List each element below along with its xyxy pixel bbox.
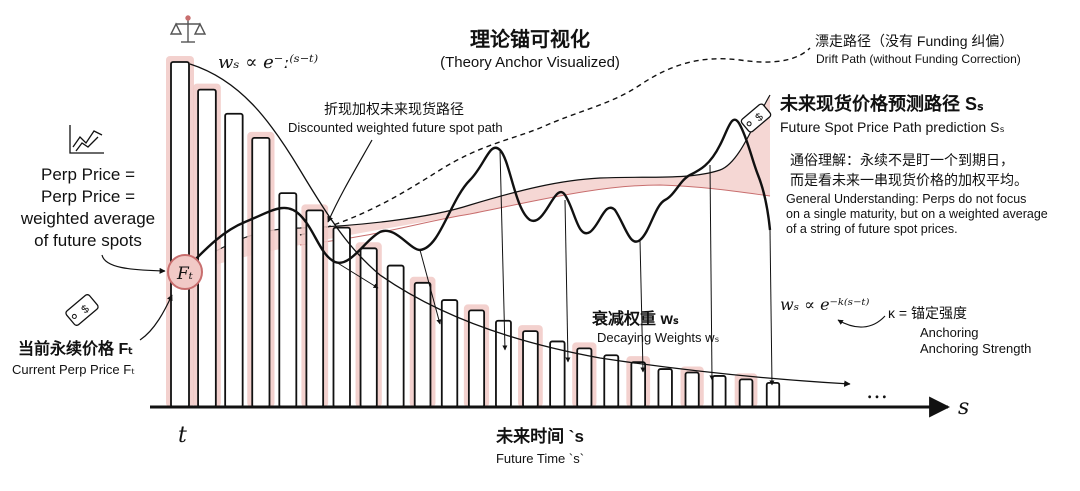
general-zh-2: 而是看未来一串现货价格的加权平均。 [790, 172, 1028, 188]
future-path-band [185, 95, 770, 275]
current-price-node-label: Fₜ [176, 264, 194, 284]
discounted-label-zh: 折现加权未来现货路径 [324, 101, 464, 117]
weight-bar [549, 340, 566, 408]
axis-t-label: t [178, 423, 187, 448]
top-weight-formula: wₛ ∝ e⁻ː⁽ˢ⁻ᵗ⁾ [218, 52, 318, 73]
future-path-label-en: Future Spot Price Path prediction Sₛ [780, 119, 1005, 135]
general-en-2: on a single maturity, but on a weighted … [786, 207, 1048, 221]
weight-bar [278, 192, 298, 408]
weight-bar [684, 371, 700, 408]
drift-path [299, 47, 811, 236]
axis-s-label: s [958, 395, 969, 420]
current-price-pointer [139, 294, 173, 341]
perp-def-1: Perp Price = [41, 165, 135, 184]
weight-bar [305, 209, 325, 408]
decaying-weights-zh: 衰减权重 wₛ [591, 309, 679, 328]
weight-bars [166, 56, 781, 408]
weight-bar [251, 136, 271, 408]
kappa-en-2: Anchoring Strength [920, 341, 1031, 356]
future-spot-path-lower [299, 184, 771, 246]
discounted-pointer [327, 139, 373, 223]
title-zh: 理论锚可视化 [470, 27, 590, 51]
weight-bar [765, 381, 781, 408]
decaying-weights-en: Decaying Weights wₛ [597, 330, 720, 345]
perp-def-4: of future spots [34, 231, 142, 250]
current-price-node [167, 254, 203, 290]
weight-bar [224, 112, 244, 408]
decay-curve [189, 63, 851, 387]
drift-label-zh: 漂走路径（没有 Funding 纠偏） [815, 33, 1013, 49]
decay-weight-formula: wₛ ∝ e⁻ᵏ⁽ˢ⁻ᵗ⁾ [780, 295, 870, 314]
weight-bar [386, 264, 405, 408]
weight-bar [711, 375, 727, 408]
perp-def-pointer [101, 254, 166, 274]
kappa-definition: κ = 锚定强度 [888, 305, 967, 321]
general-zh-1: 通俗理解：永续不是盯一个到期日， [790, 152, 1014, 168]
drift-label-en: Drift Path (without Funding Correction) [816, 52, 1021, 66]
current-price-zh: 当前永续价格 Fₜ [18, 339, 133, 358]
weight-bar [738, 378, 754, 408]
discounted-label-en: Discounted weighted future spot path [288, 120, 503, 135]
weight-bar [657, 368, 673, 408]
perp-def-3: weighted average [20, 209, 155, 228]
weight-bar [603, 354, 620, 408]
current-price-en: Current Perp Price Fₜ [12, 362, 135, 377]
bold-price-path [184, 118, 772, 271]
kappa-pointer [837, 315, 886, 328]
future-path-label-zh: 未来现货价格预测路径 Sₛ [780, 93, 984, 114]
axis-title-zh: 未来时间 `s [495, 426, 584, 446]
price-tag-icon: $ [740, 103, 772, 133]
general-en-1: General Understanding: Perps do not focu… [786, 192, 1026, 206]
weight-bar [576, 347, 593, 408]
price-tag-icon-left: $ [65, 294, 99, 326]
weight-bar [359, 247, 378, 408]
axis-title-en: Future Time `s` [496, 451, 584, 466]
general-en-3: of a string of future spot prices. [786, 222, 958, 236]
axis-ellipsis: … [866, 379, 888, 404]
weight-bar [332, 226, 351, 408]
perp-def-2: Perp Price = [41, 187, 135, 206]
chart-icon [69, 125, 104, 154]
kappa-en-1: Anchoring [920, 325, 979, 340]
projection-arrows [335, 149, 775, 386]
weight-bar [170, 61, 190, 408]
title-en: (Theory Anchor Visualized) [440, 54, 620, 71]
balance-scale-icon [169, 15, 207, 43]
